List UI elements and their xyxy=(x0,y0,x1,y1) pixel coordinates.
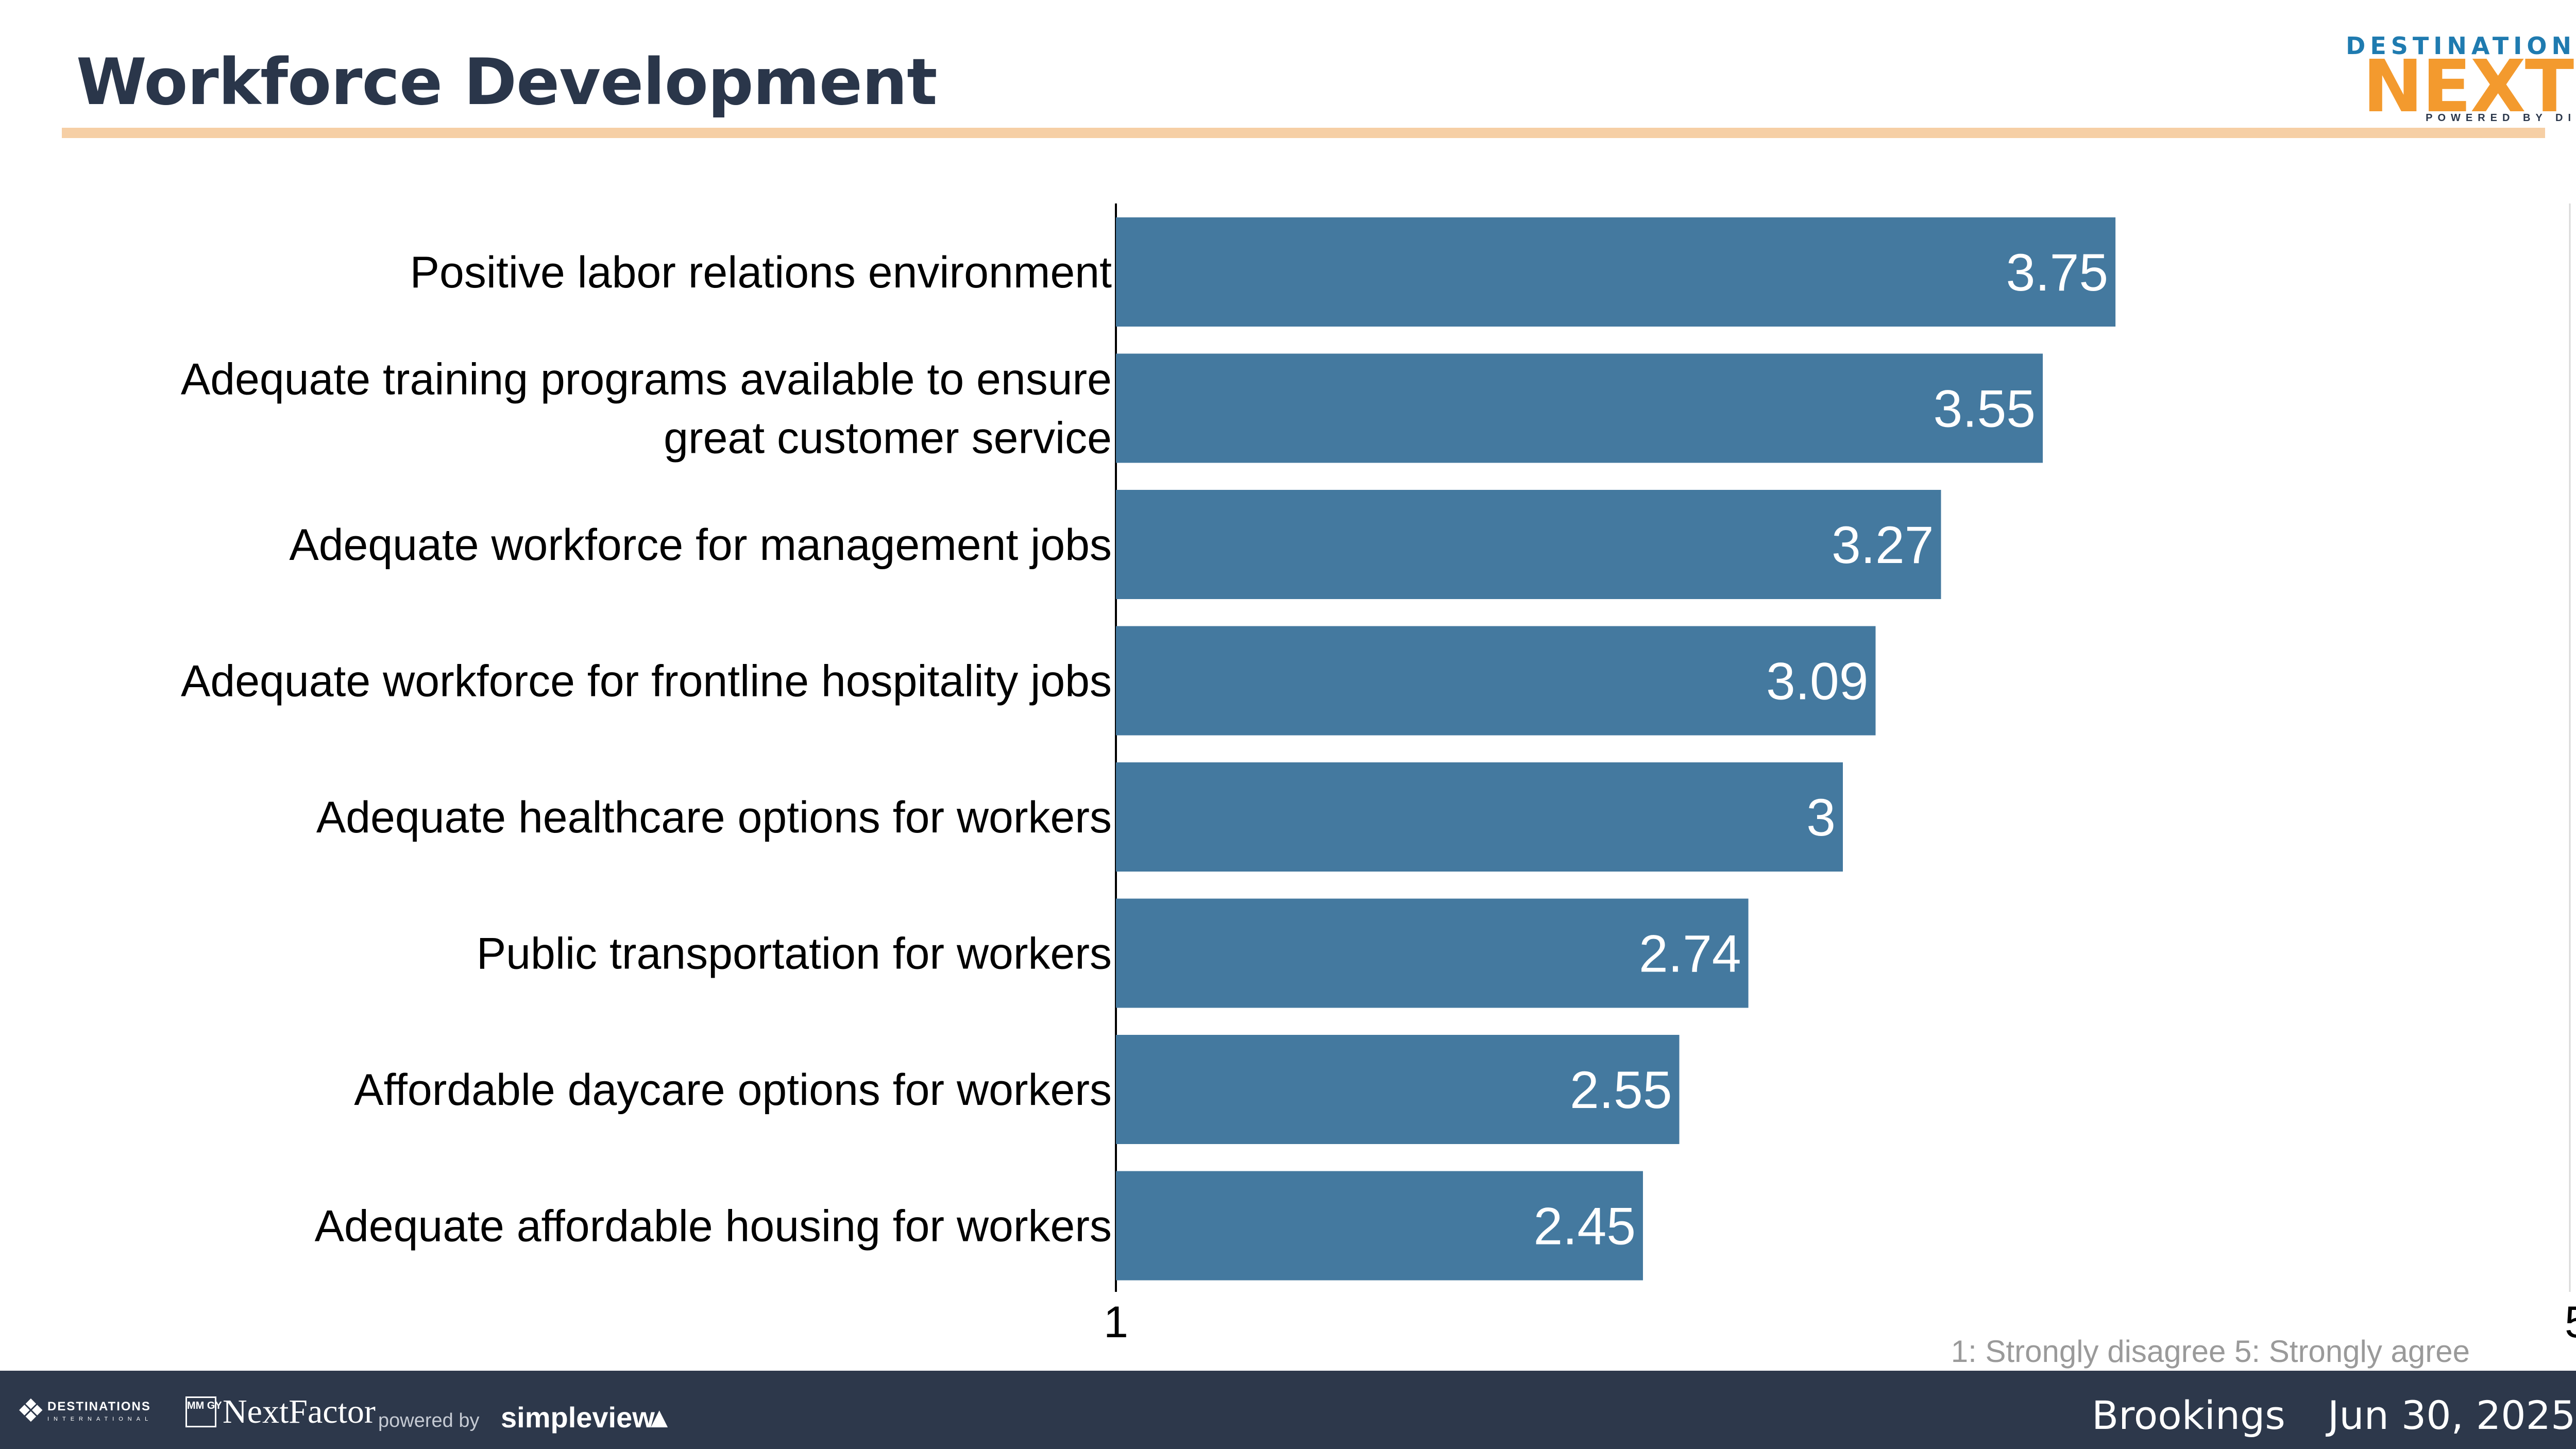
category-label-2: Adequate training programs available to … xyxy=(181,355,1112,463)
bar-7 xyxy=(1116,1035,1680,1144)
category-label-7: Affordable daycare options for workers xyxy=(354,1065,1112,1115)
category-label-6: Public transportation for workers xyxy=(477,929,1112,979)
footer-brand-destinations: DESTINATIONS xyxy=(47,1400,151,1413)
footer-brand-mmgy: MM GY xyxy=(185,1396,222,1427)
destinations-international-icon: ❖ xyxy=(16,1393,45,1429)
bar-value-label-1: 3.75 xyxy=(2006,243,2109,302)
simpleview-icon: ▲ xyxy=(645,1401,674,1434)
bar-4 xyxy=(1116,626,1876,736)
bar-2 xyxy=(1116,353,2043,463)
category-label-5: Adequate healthcare options for workers xyxy=(316,793,1112,842)
footer-brand-destinations-sub: INTERNATIONAL xyxy=(47,1416,153,1422)
x-tick-label-1: 1 xyxy=(1104,1298,1128,1347)
bar-value-label-7: 2.55 xyxy=(1570,1061,1672,1119)
bar-value-label-5: 3 xyxy=(1806,788,1836,847)
title-underline xyxy=(62,128,2545,138)
bar-5 xyxy=(1116,762,1843,872)
footer-powered-by: powered by xyxy=(378,1410,480,1431)
page-title: Workforce Development xyxy=(76,45,937,120)
bar-value-label-6: 2.74 xyxy=(1639,925,1741,983)
destination-next-logo: DESTINATION NEXT POWERED BY DI xyxy=(2344,26,2576,129)
bar-value-label-8: 2.45 xyxy=(1533,1197,1636,1256)
bar-6 xyxy=(1116,898,1749,1008)
category-label-4: Adequate workforce for frontline hospita… xyxy=(181,657,1112,706)
footer-bar: ❖ DESTINATIONS INTERNATIONAL MM GY NextF… xyxy=(0,1371,2576,1449)
footer-brand-simpleview: simpleview xyxy=(501,1401,655,1434)
footer-brand-nextfactor: NextFactor xyxy=(223,1393,376,1430)
logo-line-2: NEXT xyxy=(2363,45,2574,129)
bar-value-label-3: 3.27 xyxy=(1832,516,1934,574)
bar-8 xyxy=(1116,1171,1643,1281)
bar-3 xyxy=(1116,490,1941,599)
bar-value-label-4: 3.09 xyxy=(1766,652,1869,711)
bar-1 xyxy=(1116,217,2116,327)
bar-chart: 3.75 Positive labor relations environment… xyxy=(181,203,2576,1369)
bar-value-label-2: 3.55 xyxy=(1933,380,2036,438)
logo-line-3: POWERED BY DI xyxy=(2426,112,2576,124)
scale-note: 1: Strongly disagree 5: Strongly agree xyxy=(1951,1334,2470,1369)
category-label-1: Positive labor relations environment xyxy=(410,248,1112,297)
footer-date: Jun 30, 2025 xyxy=(2328,1392,2576,1438)
category-label-8: Adequate affordable housing for workers xyxy=(315,1202,1112,1251)
logo-line-1: DESTINATION xyxy=(2346,32,2576,60)
category-label-3: Adequate workforce for management jobs xyxy=(289,520,1112,570)
x-tick-label-5: 5 xyxy=(2565,1298,2576,1347)
footer-location: Brookings xyxy=(2092,1392,2285,1438)
